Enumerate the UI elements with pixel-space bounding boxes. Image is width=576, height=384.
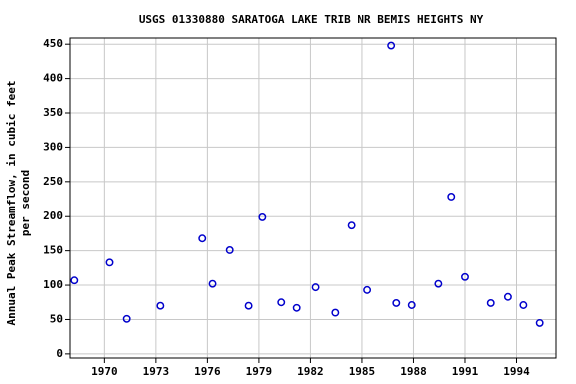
data-point [535,318,544,327]
x-tick-label: 1982 [297,365,324,378]
y-tick-label: 50 [50,312,63,325]
data-point [122,314,131,323]
x-tick-label: 1988 [400,365,427,378]
data-point [461,272,469,281]
data-point [277,298,286,307]
chart-title: USGS 01330880 SARATOGA LAKE TRIB NR BEMI… [139,13,484,26]
y-tick-label: 200 [43,209,63,222]
data-point [503,292,512,301]
plot-frame [69,37,557,359]
data-point [225,246,234,254]
y-tick-label: 400 [43,72,63,85]
data-point [434,279,443,288]
data-point [392,298,401,307]
y-axis-label: Annual Peak Streamflow, in cubic feet [5,80,18,325]
x-tick-label: 1991 [452,365,479,378]
data-point [258,212,267,221]
y-tick-label: 450 [43,37,63,50]
x-tick-label: 1985 [349,365,376,378]
data-point [519,301,528,309]
data-point [387,41,396,50]
x-tick-label: 1973 [143,365,170,378]
data-point [486,298,495,307]
data-point [447,193,456,201]
data-point [105,258,114,267]
x-tick-label: 1970 [91,365,118,378]
data-point [331,308,340,317]
x-tick-label: 1976 [194,365,221,378]
data-point [311,283,320,292]
y-axis-label: per second [19,170,32,236]
data-point [208,279,217,288]
data-point [156,301,165,310]
data-point [347,221,356,230]
x-tick-label: 1979 [246,365,273,378]
data-point [407,301,416,309]
data-point [363,285,372,294]
y-tick-label: 300 [43,140,63,153]
y-tick-label: 100 [43,278,63,291]
data-point [292,303,301,312]
y-tick-label: 150 [43,244,63,257]
data-point [244,301,253,310]
data-point [70,276,79,285]
x-tick-label: 1994 [503,365,530,378]
data-point [198,234,207,243]
y-tick-label: 250 [43,175,63,188]
y-tick-label: 0 [56,347,63,360]
y-tick-label: 350 [43,106,63,119]
